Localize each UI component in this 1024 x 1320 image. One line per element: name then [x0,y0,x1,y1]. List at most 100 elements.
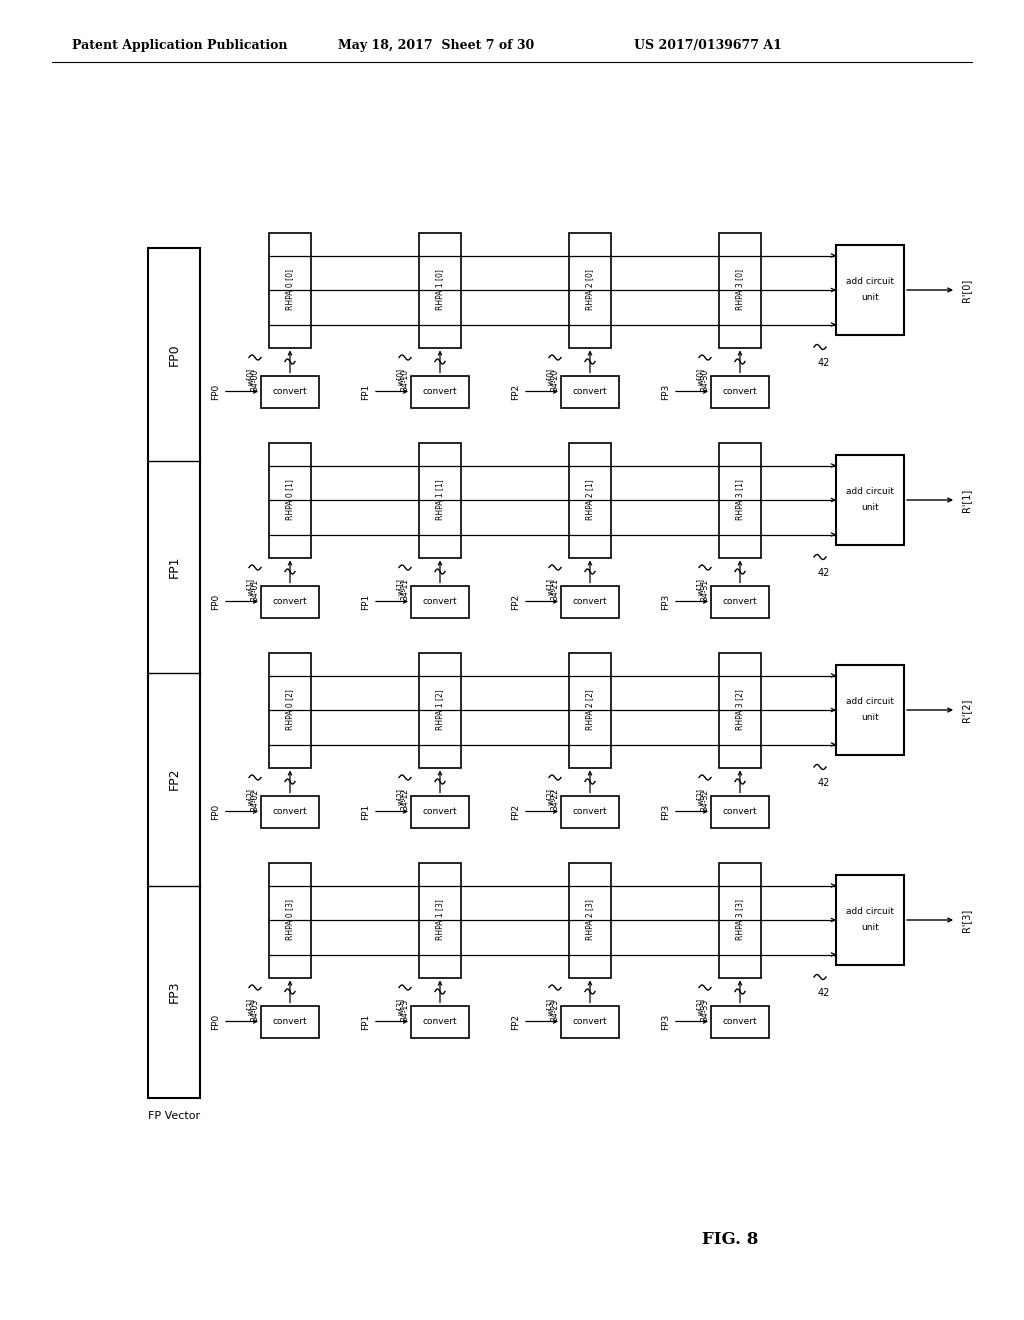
Text: w[2]: w[2] [395,788,404,805]
Text: 42: 42 [818,777,830,788]
Text: FP0: FP0 [212,594,220,610]
Bar [719,862,761,978]
Text: FP3: FP3 [662,1014,671,1030]
Text: convert: convert [423,807,458,816]
Text: 34-31: 34-31 [700,578,710,601]
Text: FP2: FP2 [512,383,520,400]
Text: 34-11: 34-11 [400,578,410,601]
Text: w[3]: w[3] [546,998,555,1015]
Text: RHPA 0 [1]: RHPA 0 [1] [286,479,295,520]
Text: R'[1]: R'[1] [961,488,971,512]
Text: R'[3]: R'[3] [961,908,971,932]
Text: R'[2]: R'[2] [961,698,971,722]
Bar [836,246,904,335]
Bar [711,796,769,828]
Text: RHPA 0 [2]: RHPA 0 [2] [286,689,295,730]
Text: 34-12: 34-12 [400,788,410,810]
Bar [419,652,461,767]
Text: 42: 42 [818,358,830,368]
Text: FP Vector: FP Vector [147,1111,200,1121]
Text: FP0: FP0 [212,804,220,820]
Text: RHPA 2 [1]: RHPA 2 [1] [586,479,595,520]
Bar [569,652,611,767]
Bar [269,232,311,347]
Text: FP0: FP0 [212,383,220,400]
Text: 34-03: 34-03 [251,998,259,1020]
Text: w[0]: w[0] [695,368,705,385]
Bar [569,232,611,347]
Text: w[1]: w[1] [695,578,705,595]
Text: RHPA 3 [2]: RHPA 3 [2] [735,689,744,730]
Text: FP2: FP2 [512,804,520,820]
Text: RHPA 2 [3]: RHPA 2 [3] [586,899,595,940]
Text: add circuit: add circuit [846,697,894,706]
Text: 34-21: 34-21 [551,578,559,601]
Text: w[3]: w[3] [246,998,255,1015]
Text: w[3]: w[3] [395,998,404,1015]
Text: May 18, 2017  Sheet 7 of 30: May 18, 2017 Sheet 7 of 30 [338,40,535,53]
Text: add circuit: add circuit [846,908,894,916]
Text: convert: convert [572,597,607,606]
Text: 34-32: 34-32 [700,788,710,810]
Text: convert: convert [423,387,458,396]
Text: FP3: FP3 [168,981,180,1003]
Text: FP1: FP1 [361,1014,371,1030]
Bar [711,1006,769,1038]
Bar [561,375,618,408]
Bar [411,586,469,618]
Bar [269,442,311,557]
Text: FP2: FP2 [512,594,520,610]
Text: RHPA 2 [0]: RHPA 2 [0] [586,269,595,310]
Bar [261,1006,319,1038]
Text: RHPA 1 [1]: RHPA 1 [1] [435,479,444,520]
Text: add circuit: add circuit [846,277,894,286]
Text: convert: convert [272,387,307,396]
Text: R'[0]: R'[0] [961,279,971,302]
Text: 34-23: 34-23 [551,998,559,1020]
Text: RHPA 1 [3]: RHPA 1 [3] [435,899,444,940]
Text: w[0]: w[0] [546,368,555,385]
Text: RHPA 2 [2]: RHPA 2 [2] [586,689,595,730]
Text: convert: convert [272,807,307,816]
Text: convert: convert [272,1016,307,1026]
Text: w[1]: w[1] [395,578,404,595]
Text: FP1: FP1 [168,556,180,578]
Text: convert: convert [723,387,758,396]
Text: w[2]: w[2] [546,788,555,805]
Text: 34-22: 34-22 [551,788,559,810]
Text: FP3: FP3 [662,594,671,610]
Bar [836,665,904,755]
Bar [569,862,611,978]
Text: convert: convert [272,597,307,606]
Text: convert: convert [423,1016,458,1026]
Text: unit: unit [861,714,879,722]
Text: FP3: FP3 [662,383,671,400]
Text: 34-33: 34-33 [700,998,710,1020]
Text: FP0: FP0 [212,1014,220,1030]
Bar [719,442,761,557]
Bar [569,442,611,557]
Bar [419,442,461,557]
Text: FP0: FP0 [168,343,180,366]
Text: FP2: FP2 [512,1014,520,1030]
Text: w[0]: w[0] [246,368,255,385]
Bar [836,875,904,965]
Bar [561,586,618,618]
Bar [261,796,319,828]
Text: convert: convert [572,387,607,396]
Text: FP1: FP1 [361,383,371,400]
Text: 34-20: 34-20 [551,368,559,391]
Text: convert: convert [572,807,607,816]
Text: w[2]: w[2] [695,788,705,805]
Text: RHPA 3 [0]: RHPA 3 [0] [735,269,744,310]
Text: RHPA 1 [2]: RHPA 1 [2] [435,689,444,730]
Text: 34-00: 34-00 [251,368,259,391]
Text: unit: unit [861,503,879,512]
Text: 34-10: 34-10 [400,368,410,391]
Text: Patent Application Publication: Patent Application Publication [72,40,288,53]
Text: RHPA 0 [3]: RHPA 0 [3] [286,899,295,940]
Text: convert: convert [423,597,458,606]
Bar [269,652,311,767]
Text: 34-13: 34-13 [400,998,410,1020]
Bar [148,248,200,1098]
